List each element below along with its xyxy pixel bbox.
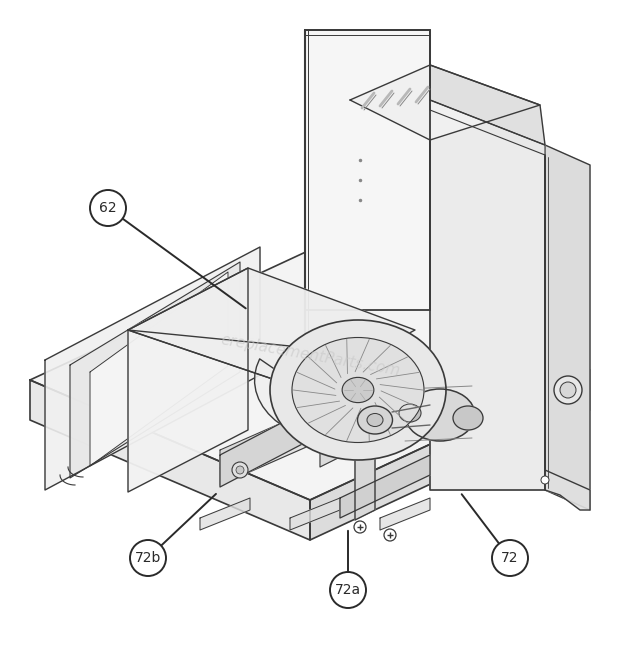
Text: 72: 72 [501, 551, 519, 565]
Polygon shape [90, 272, 228, 466]
Ellipse shape [342, 377, 374, 402]
Ellipse shape [453, 406, 483, 430]
Circle shape [90, 190, 126, 226]
Polygon shape [380, 498, 430, 530]
Circle shape [354, 521, 366, 533]
Ellipse shape [367, 413, 383, 426]
Polygon shape [305, 30, 430, 310]
Text: 72a: 72a [335, 583, 361, 597]
Polygon shape [320, 414, 390, 467]
Circle shape [330, 572, 366, 608]
Polygon shape [220, 340, 470, 468]
Polygon shape [30, 250, 590, 500]
Polygon shape [45, 247, 260, 490]
Polygon shape [310, 370, 590, 540]
Circle shape [492, 540, 528, 576]
Polygon shape [128, 268, 248, 492]
Polygon shape [128, 330, 425, 442]
Polygon shape [200, 498, 250, 530]
Text: 62: 62 [99, 201, 117, 215]
Polygon shape [70, 262, 240, 478]
Circle shape [232, 462, 248, 478]
Polygon shape [545, 470, 590, 510]
Polygon shape [290, 498, 340, 530]
Ellipse shape [399, 404, 421, 422]
Polygon shape [220, 408, 310, 487]
Ellipse shape [405, 389, 475, 441]
Polygon shape [430, 100, 545, 155]
Circle shape [560, 382, 576, 398]
Polygon shape [355, 420, 375, 520]
Polygon shape [128, 268, 415, 390]
Polygon shape [545, 145, 590, 510]
Circle shape [554, 376, 582, 404]
Circle shape [541, 476, 549, 484]
Ellipse shape [358, 406, 392, 434]
Polygon shape [30, 380, 310, 540]
Polygon shape [340, 455, 430, 518]
Ellipse shape [270, 320, 446, 460]
Polygon shape [430, 65, 545, 145]
Ellipse shape [292, 338, 424, 443]
Polygon shape [430, 100, 545, 490]
Text: 72b: 72b [135, 551, 161, 565]
Polygon shape [350, 65, 540, 140]
Circle shape [384, 529, 396, 541]
Text: ereplacementParts.com: ereplacementParts.com [219, 332, 401, 378]
Polygon shape [320, 398, 390, 448]
Circle shape [130, 540, 166, 576]
Circle shape [236, 466, 244, 474]
Polygon shape [220, 358, 470, 485]
